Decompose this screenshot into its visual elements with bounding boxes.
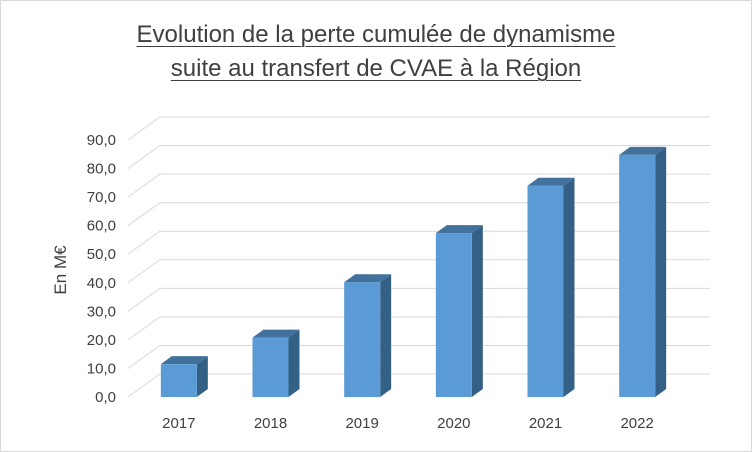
bar-side [288,329,300,397]
bar-front [619,154,656,397]
gridline [127,145,710,169]
bar-2022 [619,146,667,397]
bar-2018 [252,329,300,397]
gridline [127,344,710,369]
gridline [127,373,710,398]
x-tick-label: 2017 [162,415,195,432]
y-tick-label: 30,0 [87,303,116,320]
y-axis-title: En M€ [51,245,70,295]
bar-top [435,225,483,234]
bar-top [344,274,392,283]
y-tick-label: 90,0 [87,132,116,149]
y-tick-label: 50,0 [87,246,116,263]
gridline [127,287,710,312]
gridline [127,202,710,227]
gridline [127,230,710,255]
y-tick-label: 40,0 [87,275,116,292]
gridline [127,173,710,198]
bar-front [527,185,564,397]
bar-side [380,274,392,397]
bar-top [619,146,667,155]
bar-front [344,282,381,397]
bar-top [160,356,208,365]
y-tick-label: 60,0 [87,218,116,235]
bar-side [196,356,208,397]
y-tick-label: 10,0 [87,360,116,377]
chart-title-line2: suite au transfert de CVAE à la Région [170,55,582,82]
bar-2019 [344,274,392,397]
bar-2021 [527,177,575,397]
bar-side [471,225,483,397]
bar-side [655,146,667,397]
y-tick-label: 80,0 [87,161,116,178]
bar-front [252,337,289,397]
bar-front [160,364,197,397]
bar-top [252,329,300,338]
gridline [127,259,710,284]
bar-top [527,177,575,186]
chart-title-line1: Evolution de la perte cumulée de dynamis… [136,21,616,48]
bar-2017 [160,356,208,397]
y-tick-label: 0,0 [95,389,116,406]
chart-title: Evolution de la perte cumulée de dynamis… [0,18,752,86]
x-tick-label: 2021 [529,415,562,432]
gridline [127,316,710,341]
bar-front [435,233,472,397]
x-tick-label: 2019 [345,415,378,432]
bar-side [563,177,575,397]
x-tick-label: 2018 [254,415,287,432]
bar-2020 [435,225,483,397]
gridline [127,116,710,141]
x-tick-label: 2022 [620,415,653,432]
y-tick-label: 20,0 [87,332,116,349]
y-tick-label: 70,0 [87,189,116,206]
x-tick-label: 2020 [437,415,470,432]
